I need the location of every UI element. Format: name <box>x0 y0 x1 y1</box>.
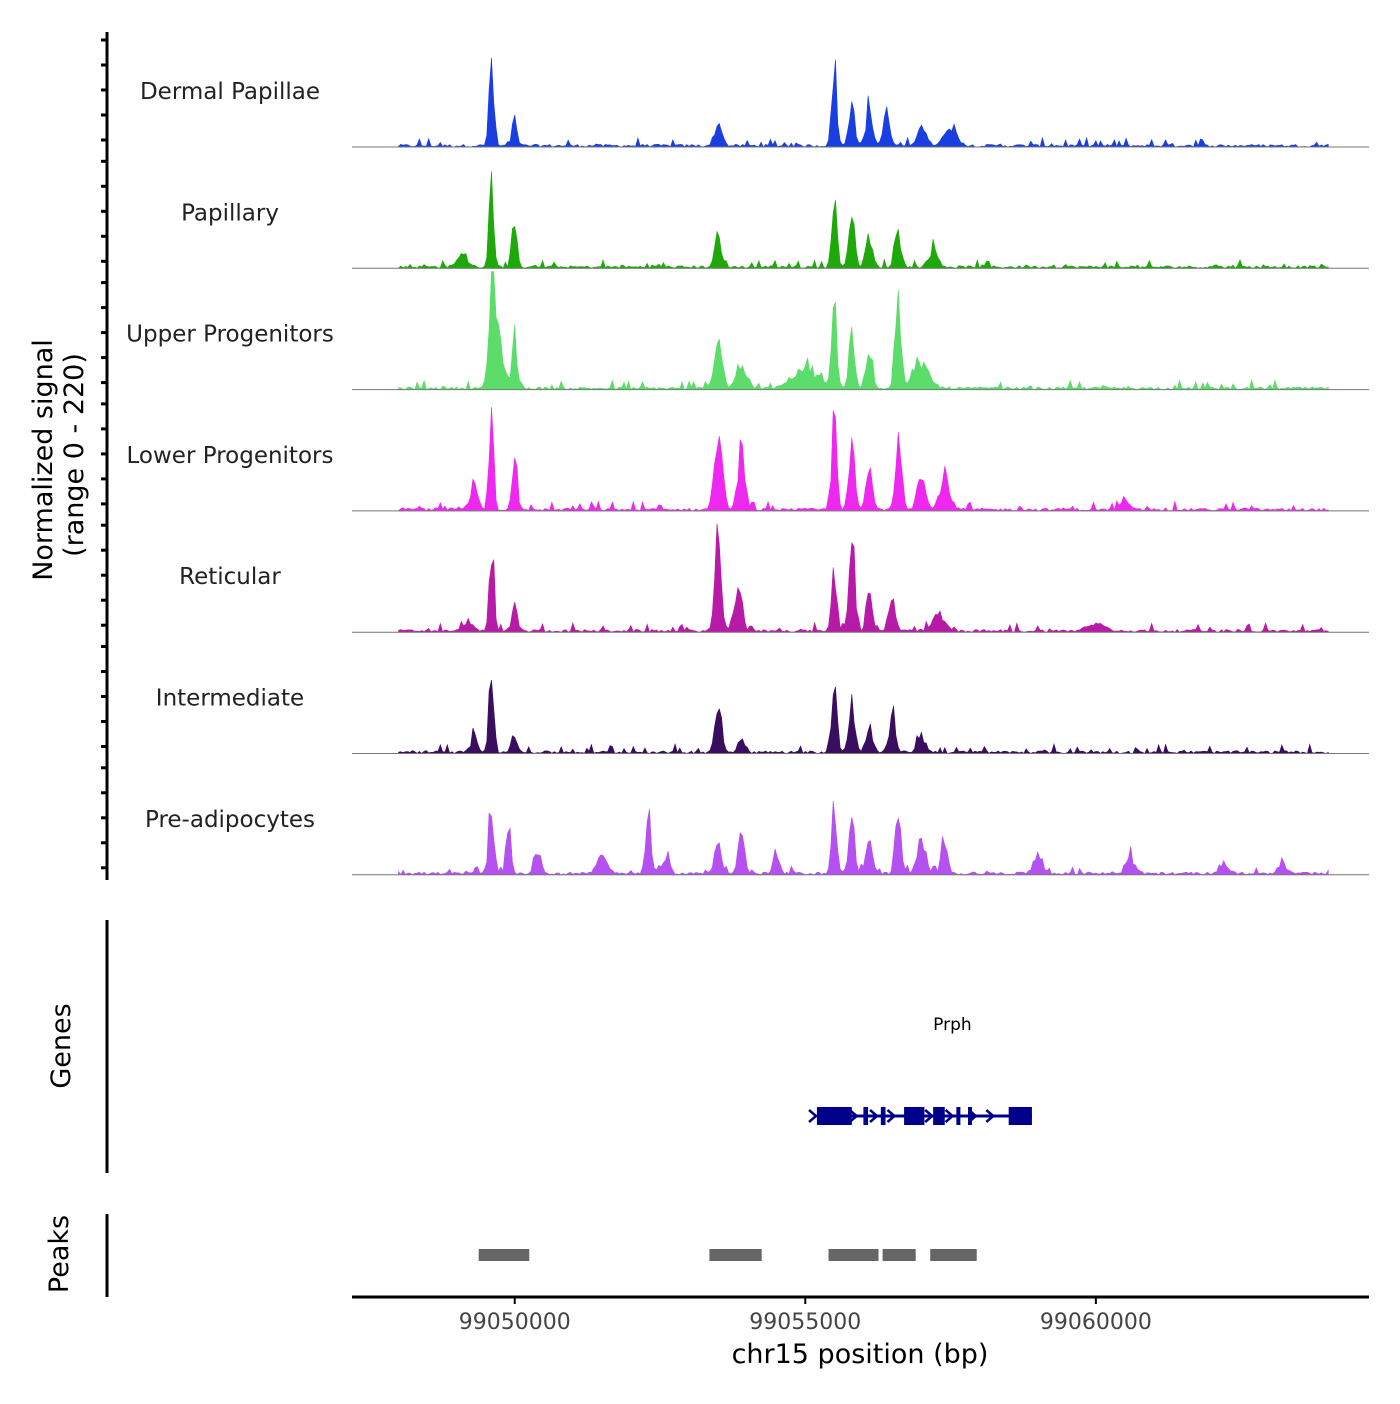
gene-strand-arrow <box>869 1109 879 1123</box>
gene-strand-arrow <box>924 1109 935 1123</box>
gene-exon <box>880 1107 886 1125</box>
peak-region <box>709 1249 762 1261</box>
gene-strand-arrow <box>944 1109 955 1123</box>
gene-exon <box>904 1107 925 1125</box>
gene-exon <box>956 1107 961 1125</box>
x-tick-label: 99060000 <box>1040 1310 1152 1335</box>
track-area <box>398 57 1329 148</box>
track-label: Pre-adipocytes <box>145 807 315 833</box>
gene-exon <box>933 1107 945 1125</box>
x-tick-label: 99055000 <box>749 1310 861 1335</box>
gene-exon <box>863 1107 869 1125</box>
peak-region <box>930 1249 977 1261</box>
track-label: Upper Progenitors <box>126 322 334 348</box>
gene-exon <box>1008 1107 1032 1125</box>
gene-exon <box>816 1107 852 1125</box>
track-label: Dermal Papillae <box>140 79 320 105</box>
track-area <box>398 271 1329 391</box>
peaks-label: Peaks <box>44 1215 75 1293</box>
track-pre-adipocytes: Pre-adipocytes <box>145 800 1369 876</box>
peak-region <box>478 1249 530 1261</box>
gene-strand-arrow <box>968 1109 978 1123</box>
x-tick-label: 99050000 <box>459 1310 571 1335</box>
x-axis-ticks: 99050000 99055000 99060000 <box>459 1297 1152 1335</box>
track-area <box>398 679 1329 755</box>
gene-track: Prph <box>808 1015 1032 1125</box>
track-dermal-papillae: Dermal Papillae <box>140 57 1369 148</box>
x-axis-label: chr15 position (bp) <box>732 1339 989 1370</box>
gene-strand-arrow <box>985 1109 996 1123</box>
signal-tracks: Dermal Papillae Papillary Upper Progenitor… <box>126 57 1369 876</box>
signal-y-axis <box>101 32 109 880</box>
track-area <box>398 171 1329 269</box>
track-label: Lower Progenitors <box>127 443 334 469</box>
track-area <box>398 407 1329 512</box>
gene-name-label: Prph <box>933 1015 972 1035</box>
track-label: Intermediate <box>156 686 304 712</box>
track-reticular: Reticular <box>179 523 1369 633</box>
gene-strand-arrow <box>848 1109 859 1123</box>
genes-label: Genes <box>46 1003 77 1088</box>
peaks-track <box>478 1249 977 1261</box>
gene-exon <box>968 1107 973 1125</box>
peak-region <box>882 1249 916 1261</box>
track-upper-progenitors: Upper Progenitors <box>126 271 1369 391</box>
track-intermediate: Intermediate <box>156 679 1369 755</box>
gene-strand-arrow <box>808 1109 818 1123</box>
track-label: Reticular <box>179 564 281 590</box>
y-axis-label-line1: Normalized signal <box>28 339 59 581</box>
track-area <box>398 800 1329 876</box>
track-label: Papillary <box>181 200 279 226</box>
track-papillary: Papillary <box>181 171 1369 269</box>
track-lower-progenitors: Lower Progenitors <box>127 407 1369 512</box>
track-area <box>398 523 1329 633</box>
y-axis-label-line2: (range 0 - 220) <box>59 353 90 557</box>
peak-region <box>828 1249 879 1261</box>
gene-strand-arrow <box>886 1109 897 1123</box>
